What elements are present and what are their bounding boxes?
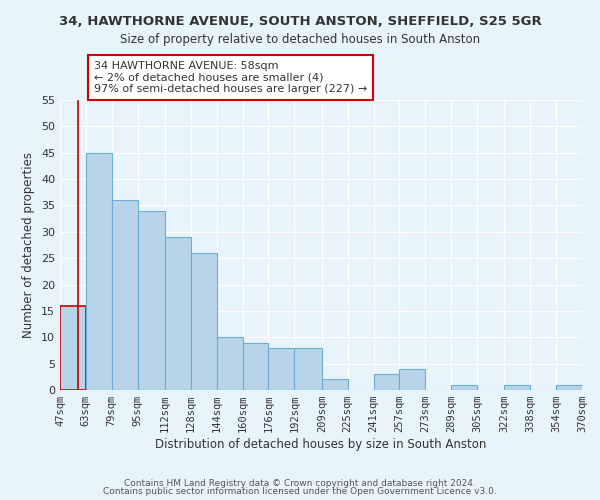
Bar — [112, 200, 137, 390]
Bar — [451, 384, 477, 390]
Bar — [242, 342, 268, 390]
Y-axis label: Number of detached properties: Number of detached properties — [22, 152, 35, 338]
Bar — [60, 306, 86, 390]
Bar — [295, 348, 322, 390]
Bar — [268, 348, 295, 390]
X-axis label: Distribution of detached houses by size in South Anston: Distribution of detached houses by size … — [155, 438, 487, 451]
Bar — [505, 384, 530, 390]
Text: 34, HAWTHORNE AVENUE, SOUTH ANSTON, SHEFFIELD, S25 5GR: 34, HAWTHORNE AVENUE, SOUTH ANSTON, SHEF… — [59, 15, 541, 28]
Bar — [137, 210, 165, 390]
Text: 34 HAWTHORNE AVENUE: 58sqm
← 2% of detached houses are smaller (4)
97% of semi-d: 34 HAWTHORNE AVENUE: 58sqm ← 2% of detac… — [94, 61, 367, 94]
Bar — [86, 152, 112, 390]
Bar — [165, 237, 191, 390]
Bar — [191, 253, 217, 390]
Bar — [374, 374, 400, 390]
Text: Size of property relative to detached houses in South Anston: Size of property relative to detached ho… — [120, 32, 480, 46]
Text: Contains public sector information licensed under the Open Government Licence v3: Contains public sector information licen… — [103, 487, 497, 496]
Bar — [400, 369, 425, 390]
Bar — [556, 384, 582, 390]
Bar — [217, 338, 242, 390]
Bar — [322, 380, 347, 390]
Text: Contains HM Land Registry data © Crown copyright and database right 2024.: Contains HM Land Registry data © Crown c… — [124, 478, 476, 488]
